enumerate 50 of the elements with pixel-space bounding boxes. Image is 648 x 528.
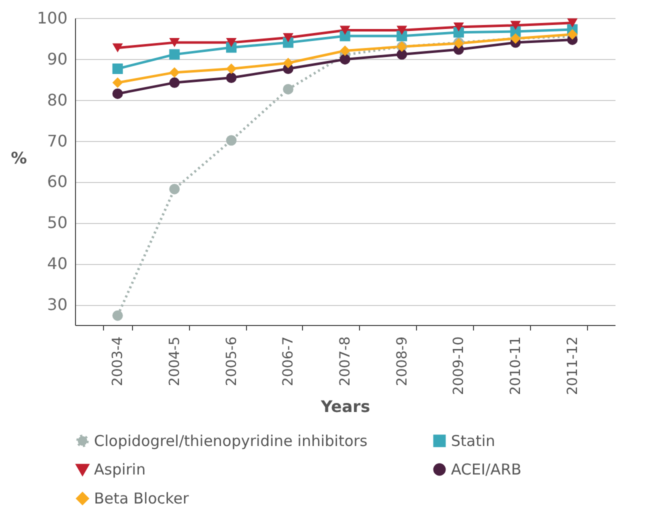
point [226, 64, 237, 74]
x-tick-label: 2010-11 [508, 336, 524, 395]
point [169, 49, 180, 60]
legend-label: Statin [451, 432, 496, 450]
x-tick-label: 2004-5 [166, 336, 183, 386]
legend-label: Aspirin [94, 460, 146, 478]
point [169, 67, 180, 78]
x-tick-label: 2011-12 [564, 336, 581, 395]
point [112, 64, 123, 74]
point [567, 18, 578, 28]
y-tick-label: 100 [36, 8, 68, 28]
point [282, 58, 294, 68]
point [396, 49, 408, 60]
x-tick-label: 2005-6 [224, 336, 240, 386]
point [340, 46, 350, 56]
point [282, 33, 294, 42]
point [453, 22, 464, 32]
x-tick-label: 2007-8 [338, 336, 354, 386]
x-tick-label: 2003-4 [110, 336, 126, 386]
y-tick-label: 40 [47, 254, 68, 274]
point [169, 38, 180, 48]
y-tick-label: 70 [47, 131, 68, 150]
point [226, 72, 237, 83]
point [112, 43, 123, 52]
point [169, 77, 180, 88]
point [226, 135, 237, 146]
legend-label: ACEI/ARB [451, 460, 522, 478]
point [340, 54, 350, 65]
y-tick-label: 90 [47, 49, 68, 68]
y-axis-title: % [10, 148, 27, 168]
x-tick-label: 2006-7 [280, 336, 297, 386]
point [396, 30, 408, 42]
point [510, 20, 521, 30]
y-tick-label: 80 [47, 90, 68, 110]
point [226, 38, 237, 48]
x-tick-label: 2008-9 [394, 336, 410, 386]
y-tick-label: 60 [47, 172, 68, 192]
x-axis-title: Years [320, 396, 370, 416]
point [282, 84, 294, 94]
point [396, 26, 408, 35]
legend-label: Beta Blocker [94, 490, 190, 508]
legend-label: Clopidogrel/thienopyridine inhibitors [94, 432, 368, 450]
point [112, 77, 123, 88]
point [169, 184, 180, 194]
y-tick-label: 50 [47, 213, 68, 232]
point [340, 26, 350, 35]
point [112, 310, 123, 321]
y-tick-label: 30 [47, 295, 68, 314]
point [112, 88, 123, 99]
x-tick-label: 2009-10 [451, 336, 468, 395]
